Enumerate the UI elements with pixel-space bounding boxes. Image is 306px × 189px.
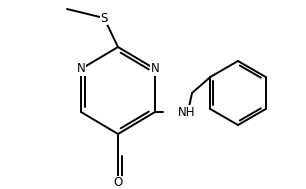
Text: O: O bbox=[114, 177, 123, 189]
Text: NH: NH bbox=[178, 105, 196, 119]
Text: N: N bbox=[151, 63, 159, 75]
Text: S: S bbox=[100, 12, 108, 25]
Text: N: N bbox=[76, 63, 85, 75]
